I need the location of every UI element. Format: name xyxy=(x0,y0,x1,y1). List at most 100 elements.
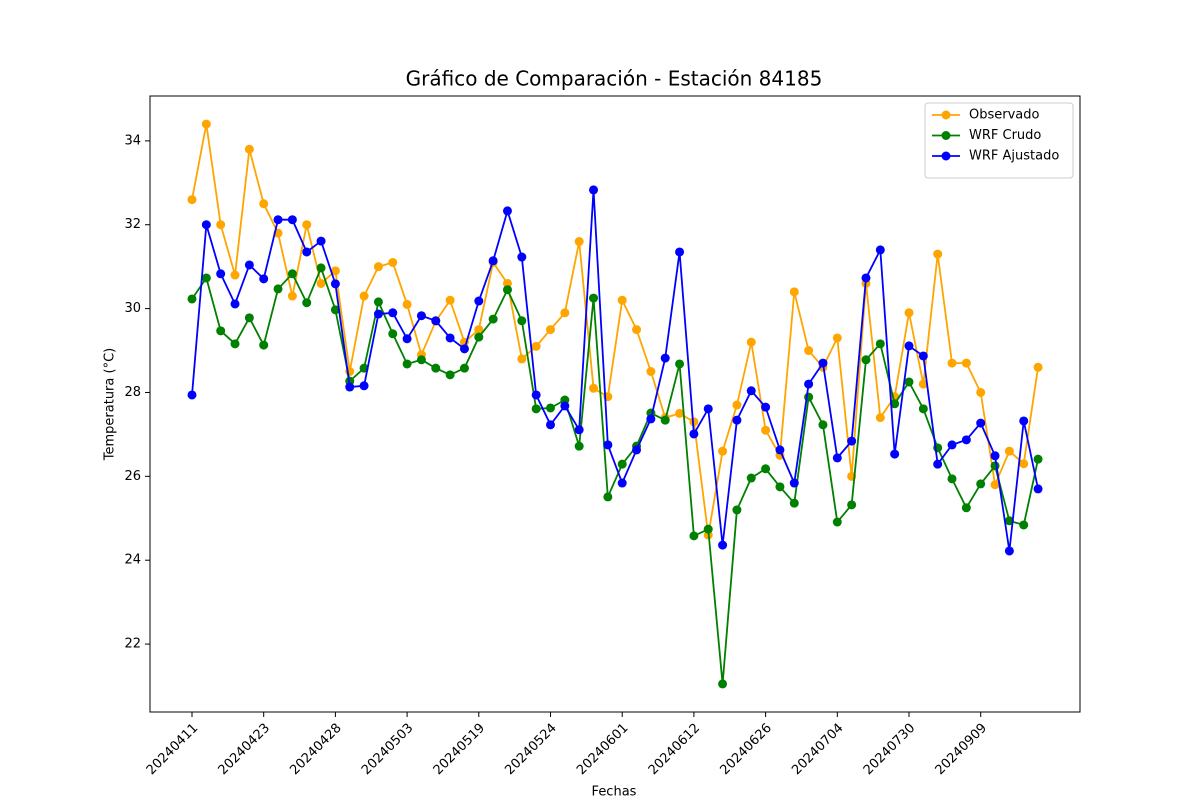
data-point xyxy=(502,285,512,295)
data-point xyxy=(388,257,398,267)
data-point xyxy=(201,119,211,129)
data-point xyxy=(402,299,412,309)
data-point xyxy=(244,144,254,154)
data-point xyxy=(689,429,699,439)
data-point xyxy=(560,401,570,411)
data-point xyxy=(531,341,541,351)
data-point xyxy=(359,291,369,301)
data-point xyxy=(230,270,240,280)
data-point xyxy=(675,408,685,418)
data-point xyxy=(933,249,943,259)
data-point xyxy=(1019,416,1029,426)
data-point xyxy=(316,236,326,246)
data-point xyxy=(818,358,828,368)
legend-label: WRF Ajustado xyxy=(969,149,1059,164)
data-point xyxy=(603,492,613,502)
data-point xyxy=(517,252,527,262)
data-point xyxy=(746,337,756,347)
data-point xyxy=(990,451,1000,461)
data-point xyxy=(517,316,527,326)
data-point xyxy=(359,381,369,391)
data-point xyxy=(617,295,627,305)
data-point xyxy=(732,415,742,425)
legend-marker xyxy=(941,110,951,120)
data-point xyxy=(546,325,555,335)
data-point xyxy=(660,415,670,425)
data-point xyxy=(703,524,713,534)
data-point xyxy=(259,340,269,350)
data-point xyxy=(875,245,885,255)
data-point xyxy=(689,531,699,541)
data-point xyxy=(244,260,254,270)
series-line xyxy=(191,189,1039,552)
data-point xyxy=(1033,454,1043,464)
data-point xyxy=(890,449,900,459)
data-point xyxy=(574,425,584,435)
data-point xyxy=(431,316,441,326)
data-point xyxy=(302,298,312,308)
data-point xyxy=(216,269,226,279)
data-point xyxy=(201,273,211,283)
data-point xyxy=(718,679,728,689)
data-point xyxy=(746,473,756,483)
data-point xyxy=(445,370,455,380)
data-point xyxy=(574,441,584,451)
data-point xyxy=(546,403,555,413)
data-point xyxy=(789,478,799,488)
data-point xyxy=(302,247,312,257)
data-point xyxy=(1019,459,1029,469)
data-point xyxy=(589,185,599,195)
data-point xyxy=(302,220,312,230)
data-point xyxy=(861,355,871,365)
y-tick-label: 28 xyxy=(124,385,141,400)
data-point xyxy=(761,464,771,474)
data-point xyxy=(933,459,943,469)
data-point xyxy=(488,256,498,266)
data-point xyxy=(216,220,226,230)
data-point xyxy=(531,404,541,414)
data-point xyxy=(546,420,555,430)
data-point xyxy=(560,308,570,318)
data-point xyxy=(330,279,340,289)
data-point xyxy=(259,274,269,284)
data-point xyxy=(330,305,340,315)
data-point xyxy=(632,445,642,455)
y-tick-label: 34 xyxy=(124,133,141,148)
data-point xyxy=(373,262,383,272)
data-point xyxy=(675,247,685,257)
data-point xyxy=(746,386,756,396)
data-point xyxy=(775,482,785,492)
data-point xyxy=(617,478,627,488)
data-point xyxy=(918,379,928,389)
data-point xyxy=(488,314,498,324)
legend-marker xyxy=(941,131,951,140)
data-point xyxy=(589,293,599,303)
data-point xyxy=(890,399,900,409)
data-point xyxy=(187,390,197,400)
data-point xyxy=(201,220,211,230)
data-point xyxy=(259,199,269,209)
data-point xyxy=(847,500,857,510)
y-tick-label: 26 xyxy=(124,469,141,484)
data-point xyxy=(603,440,613,450)
data-point xyxy=(789,287,799,297)
data-point xyxy=(904,341,914,351)
data-point xyxy=(230,299,240,309)
data-point xyxy=(345,382,355,392)
data-point xyxy=(875,413,885,423)
data-point xyxy=(187,294,197,304)
y-tick-label: 22 xyxy=(124,637,141,652)
data-point xyxy=(388,329,398,339)
legend-label: WRF Crudo xyxy=(969,128,1041,143)
data-point xyxy=(675,359,685,369)
data-point xyxy=(660,353,670,363)
data-point xyxy=(632,325,642,335)
data-point xyxy=(761,402,771,412)
data-point xyxy=(589,383,599,393)
data-point xyxy=(775,445,785,455)
data-point xyxy=(1033,362,1043,372)
data-point xyxy=(1019,520,1029,530)
data-point xyxy=(287,291,297,301)
data-point xyxy=(961,358,971,368)
